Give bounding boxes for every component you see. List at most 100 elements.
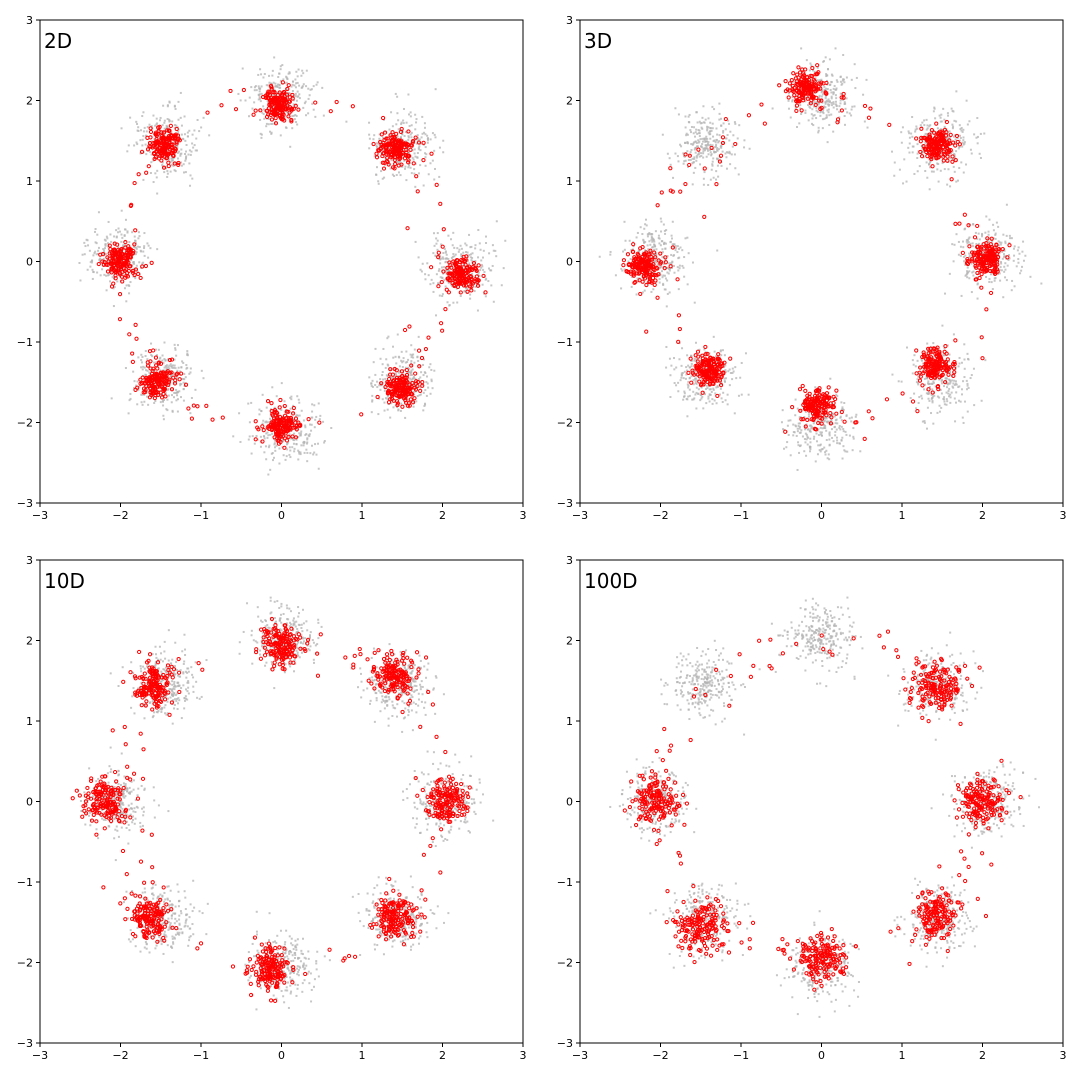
generated-cluster <box>914 344 957 395</box>
x-tick-label: −3 <box>572 509 588 522</box>
generated-cluster <box>686 349 733 399</box>
y-tick-label: −1 <box>557 876 573 889</box>
y-tick-label: 3 <box>26 14 33 27</box>
generated-cluster <box>965 236 1012 282</box>
y-tick-label: −1 <box>17 876 33 889</box>
generated-cluster <box>130 357 184 401</box>
x-tick-label: −2 <box>652 509 668 522</box>
generated-cluster <box>371 115 422 171</box>
x-tick-label: 1 <box>899 509 906 522</box>
y-tick-label: 0 <box>566 796 573 809</box>
y-tick-label: 0 <box>26 796 33 809</box>
target-cluster <box>661 102 751 187</box>
target-cluster <box>770 596 864 688</box>
y-tick-label: 0 <box>566 256 573 269</box>
x-tick-label: 1 <box>359 1049 366 1062</box>
y-tick-label: −2 <box>557 957 573 970</box>
generated-cluster <box>139 123 182 169</box>
x-tick-label: −3 <box>32 509 48 522</box>
generated-cluster <box>70 769 133 837</box>
y-tick-label: −3 <box>17 497 33 510</box>
y-tick-label: −3 <box>557 497 573 510</box>
generated-cluster <box>365 648 429 701</box>
generated-points <box>96 80 488 450</box>
generated-cluster <box>369 876 428 947</box>
generated-stray-points <box>647 629 1002 979</box>
axis-ticks: −3 −2 −1 0 1 2 3 −3 −2 −1 0 1 2 3 <box>17 554 527 1062</box>
x-tick-label: 3 <box>520 509 527 522</box>
x-tick-label: −3 <box>32 1049 48 1062</box>
panel-title: 2D <box>44 29 72 53</box>
y-tick-label: 2 <box>26 635 33 648</box>
generated-cluster <box>118 891 179 944</box>
x-tick-label: 1 <box>359 509 366 522</box>
x-tick-label: 0 <box>818 1049 825 1062</box>
generated-cluster <box>415 774 472 832</box>
y-tick-label: −1 <box>557 336 573 349</box>
x-tick-label: 2 <box>439 1049 446 1062</box>
scatter-panel-100d: −3 −2 −1 0 1 2 3 −3 −2 −1 0 1 2 3 100D <box>557 554 1067 1062</box>
x-tick-label: 3 <box>520 1049 527 1062</box>
x-tick-label: −2 <box>112 509 128 522</box>
x-tick-label: 0 <box>278 509 285 522</box>
generated-cluster <box>379 363 425 409</box>
generated-cluster <box>918 119 962 169</box>
generated-cluster <box>622 768 690 833</box>
axis-ticks: −3 −2 −1 0 1 2 3 −3 −2 −1 0 1 2 3 <box>17 14 527 522</box>
scatter-panel-3d: −3 −2 −1 0 1 2 3 −3 −2 −1 0 1 2 3 3D <box>557 14 1067 522</box>
x-tick-label: −3 <box>572 1049 588 1062</box>
x-tick-label: −1 <box>193 509 209 522</box>
x-tick-label: 1 <box>899 1049 906 1062</box>
y-tick-label: 2 <box>26 95 33 108</box>
generated-cluster <box>244 941 296 1003</box>
y-tick-label: 0 <box>26 256 33 269</box>
y-tick-label: 3 <box>26 554 33 567</box>
generated-cluster <box>121 649 182 712</box>
x-tick-label: 2 <box>439 509 446 522</box>
y-tick-label: −1 <box>17 336 33 349</box>
x-tick-label: 2 <box>979 509 986 522</box>
generated-cluster <box>783 63 829 114</box>
x-tick-label: 0 <box>818 509 825 522</box>
y-tick-label: 1 <box>566 715 573 728</box>
y-tick-label: −2 <box>17 957 33 970</box>
generated-cluster <box>439 254 488 295</box>
generated-cluster <box>952 758 1023 831</box>
generated-cluster <box>621 242 673 297</box>
generated-points <box>621 63 1012 441</box>
panel-title: 100D <box>584 569 638 593</box>
x-tick-label: 2 <box>979 1049 986 1062</box>
generated-cluster <box>896 886 980 954</box>
axis-ticks: −3 −2 −1 0 1 2 3 −3 −2 −1 0 1 2 3 <box>557 14 1067 522</box>
x-tick-label: 3 <box>1060 1049 1067 1062</box>
generated-cluster <box>664 897 732 965</box>
generated-cluster <box>251 80 301 126</box>
y-tick-label: 1 <box>566 175 573 188</box>
generated-points <box>70 616 472 1003</box>
y-tick-label: 2 <box>566 635 573 648</box>
x-tick-label: −2 <box>112 1049 128 1062</box>
y-tick-label: 1 <box>26 175 33 188</box>
target-cluster <box>660 639 761 736</box>
generated-cluster <box>253 616 311 672</box>
generated-cluster <box>790 383 839 432</box>
y-tick-label: −2 <box>557 417 573 430</box>
generated-stray-points <box>98 627 448 977</box>
y-tick-label: 2 <box>566 95 573 108</box>
generated-stray-points <box>117 86 460 430</box>
generated-cluster <box>780 926 858 992</box>
y-tick-label: 3 <box>566 14 573 27</box>
x-tick-label: 0 <box>278 1049 285 1062</box>
x-tick-label: −1 <box>733 1049 749 1062</box>
x-tick-label: −1 <box>733 509 749 522</box>
y-tick-label: 1 <box>26 715 33 728</box>
x-tick-label: 3 <box>1060 509 1067 522</box>
generated-stray-points <box>639 80 1010 441</box>
axis-ticks: −3 −2 −1 0 1 2 3 −3 −2 −1 0 1 2 3 <box>557 554 1067 1062</box>
y-tick-label: −2 <box>17 417 33 430</box>
generated-cluster <box>253 397 303 450</box>
generated-points <box>622 629 1023 992</box>
y-tick-label: 3 <box>566 554 573 567</box>
panel-title: 3D <box>584 29 612 53</box>
